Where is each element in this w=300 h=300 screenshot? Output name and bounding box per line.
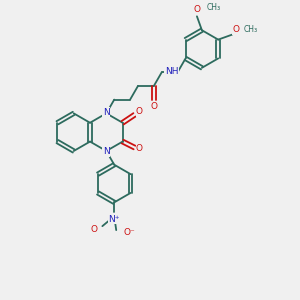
Text: O: O bbox=[232, 25, 239, 34]
Text: CH₃: CH₃ bbox=[207, 3, 221, 12]
Text: O: O bbox=[90, 225, 98, 234]
Text: CH₃: CH₃ bbox=[244, 25, 258, 34]
Text: N: N bbox=[103, 108, 110, 117]
Text: O: O bbox=[150, 102, 158, 111]
Text: O: O bbox=[136, 107, 143, 116]
Text: O⁻: O⁻ bbox=[123, 228, 135, 237]
Text: NH: NH bbox=[165, 67, 178, 76]
Text: N⁺: N⁺ bbox=[109, 215, 120, 224]
Text: O: O bbox=[136, 144, 143, 153]
Text: N: N bbox=[103, 148, 110, 157]
Text: O: O bbox=[194, 5, 200, 14]
